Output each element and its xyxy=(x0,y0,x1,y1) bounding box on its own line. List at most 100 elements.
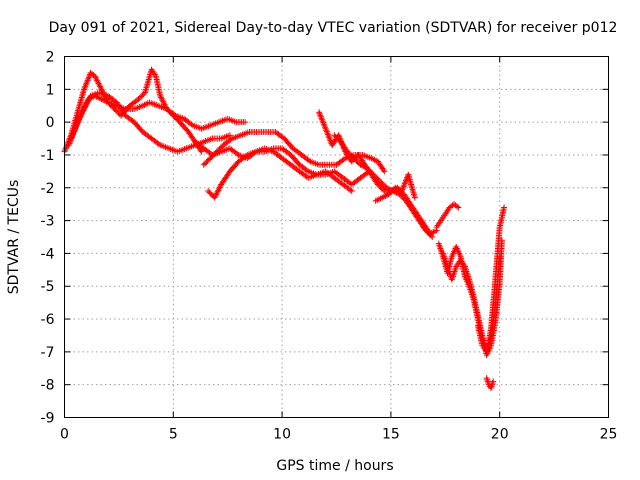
y-tick-label: -4 xyxy=(41,246,55,262)
plot-frame xyxy=(64,56,609,418)
data-point xyxy=(324,130,331,137)
x-tick-label: 15 xyxy=(382,427,400,443)
data-point xyxy=(171,111,178,118)
data-point xyxy=(399,185,406,192)
data-point xyxy=(81,104,88,111)
data-point xyxy=(354,159,361,166)
data-point xyxy=(198,148,205,155)
data-point xyxy=(347,186,354,193)
data-point xyxy=(81,84,88,91)
data-point xyxy=(62,145,69,152)
series-track-10 xyxy=(433,201,462,231)
y-tick-label: -7 xyxy=(41,345,55,361)
data-point xyxy=(385,191,392,198)
data-point xyxy=(388,188,395,195)
data-point xyxy=(422,227,429,234)
data-point xyxy=(242,119,249,126)
data-point xyxy=(83,101,90,108)
data-point xyxy=(97,83,104,90)
data-point xyxy=(73,122,80,129)
data-point xyxy=(376,182,383,189)
data-point xyxy=(205,188,212,195)
data-point xyxy=(157,92,164,99)
data-point xyxy=(426,231,433,238)
series-track-13 xyxy=(474,204,508,355)
data-point xyxy=(72,123,79,130)
x-tick-label: 5 xyxy=(169,427,178,443)
data-point xyxy=(203,159,210,166)
data-point xyxy=(305,157,312,164)
grid-lines xyxy=(64,56,609,418)
y-tick-label: 2 xyxy=(46,50,55,66)
data-point xyxy=(425,230,432,237)
data-point xyxy=(331,132,338,139)
data-point xyxy=(366,167,373,174)
data-point xyxy=(401,180,408,187)
data-point xyxy=(326,134,333,141)
data-point xyxy=(453,203,460,210)
data-point xyxy=(335,136,342,143)
data-point xyxy=(204,157,211,164)
data-point xyxy=(373,174,380,181)
data-point xyxy=(324,131,331,138)
data-point xyxy=(346,151,353,158)
data-point xyxy=(211,194,218,201)
data-point xyxy=(380,182,387,189)
data-point xyxy=(200,161,207,168)
data-point xyxy=(81,106,88,113)
data-point xyxy=(213,190,220,197)
data-point xyxy=(424,228,431,235)
data-points xyxy=(61,66,508,391)
data-point xyxy=(350,155,357,162)
data-point xyxy=(212,193,219,200)
data-point xyxy=(155,141,162,148)
data-point xyxy=(323,127,330,134)
data-point xyxy=(215,185,222,192)
data-point xyxy=(72,125,79,132)
y-axis-label: SDTVAR / TECUs xyxy=(6,180,22,295)
data-point xyxy=(69,132,76,139)
series-track-6 xyxy=(192,138,355,195)
series-track-14 xyxy=(483,375,497,391)
data-point xyxy=(348,152,355,159)
data-point xyxy=(82,81,89,88)
data-point xyxy=(136,94,143,101)
data-point xyxy=(75,117,82,124)
y-tick-label: -3 xyxy=(41,214,55,230)
data-point xyxy=(501,204,508,211)
data-point xyxy=(399,193,406,200)
data-point xyxy=(322,125,329,132)
data-point xyxy=(317,112,324,119)
series-track-3 xyxy=(68,89,233,155)
data-point xyxy=(316,109,323,116)
data-point xyxy=(95,80,102,87)
data-point xyxy=(326,136,333,143)
data-point xyxy=(214,188,221,195)
series-track-9 xyxy=(372,171,418,204)
data-point xyxy=(188,121,195,128)
data-point xyxy=(378,185,385,192)
data-point xyxy=(160,100,167,107)
y-tick-label: 0 xyxy=(46,115,55,131)
data-point xyxy=(378,179,385,186)
data-point xyxy=(320,121,327,128)
data-point xyxy=(345,149,352,156)
data-point xyxy=(65,142,72,149)
data-point xyxy=(74,119,81,126)
data-point xyxy=(319,116,326,123)
data-point xyxy=(398,188,405,195)
data-point xyxy=(321,122,328,129)
data-point xyxy=(114,108,121,115)
data-point xyxy=(97,84,104,91)
data-point xyxy=(374,175,381,182)
data-point xyxy=(73,120,80,127)
data-point xyxy=(83,80,90,87)
data-point xyxy=(490,378,497,385)
data-point xyxy=(348,188,355,195)
y-tick-label: -2 xyxy=(41,181,55,197)
data-point xyxy=(380,186,387,193)
data-point xyxy=(112,107,119,114)
data-point xyxy=(389,187,396,194)
